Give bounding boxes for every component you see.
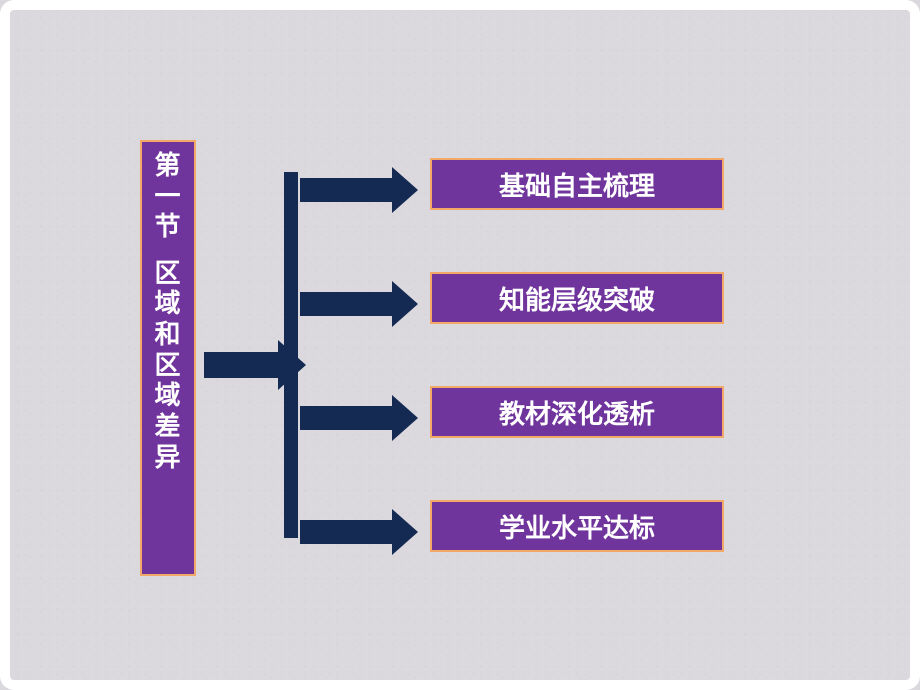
branch-arrow — [300, 395, 418, 441]
bracket-line — [284, 172, 298, 538]
source-node-char: 域 — [154, 380, 181, 411]
source-node-char: 区 — [154, 258, 181, 289]
source-node-char: 差 — [154, 411, 181, 442]
target-node: 学业水平达标 — [430, 500, 724, 552]
source-node: 第一节 区域和区域差异 — [140, 140, 196, 576]
target-node: 教材深化透析 — [430, 386, 724, 438]
target-node: 知能层级突破 — [430, 272, 724, 324]
source-node-char: 一 — [154, 181, 181, 212]
source-node-char — [164, 242, 172, 258]
branch-arrow — [300, 509, 418, 555]
diagram-canvas: 第一节 区域和区域差异 基础自主梳理知能层级突破教材深化透析学业水平达标 — [0, 0, 920, 690]
source-node-char: 域 — [154, 288, 181, 319]
source-node-char: 和 — [154, 319, 181, 350]
source-node-char: 异 — [154, 442, 181, 473]
branch-arrow — [300, 167, 418, 213]
source-node-char: 区 — [154, 350, 181, 381]
branch-arrow — [300, 281, 418, 327]
source-node-char: 第 — [154, 150, 181, 181]
target-node: 基础自主梳理 — [430, 158, 724, 210]
